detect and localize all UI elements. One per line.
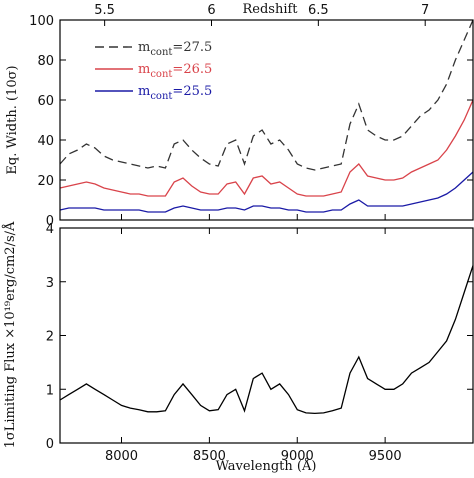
bottom-y-axis-title: 1σLimiting Flux ×10¹⁹erg/cm2/s/Å <box>2 221 18 448</box>
redshift-tick-label: 5.5 <box>94 3 115 18</box>
top-y-tick-label: 0 <box>46 214 54 229</box>
bottom-x-tick-label: 9500 <box>369 449 402 464</box>
legend: mcont=27.5 mcont=26.5 mcont=25.5 <box>95 40 212 102</box>
redshift-tick-label: 6.5 <box>308 3 329 18</box>
top-panel: 0 20 40 60 80 100 5.5 6 6.5 7 Redshift Eq. Width… <box>5 2 474 229</box>
bottom-y-tick-label: 4 <box>46 222 54 237</box>
bottom-y-tick-label: 2 <box>46 330 54 345</box>
bottom-panel: 0 1 2 3 4 8000 8500 9000 9500 Wavelength (Å) 1σ… <box>2 221 474 474</box>
bottom-x-tick-label: 9000 <box>281 449 314 464</box>
top-redshift-ticks: 5.5 6 6.5 7 <box>94 3 429 26</box>
series-line-1 <box>59 99 474 197</box>
top-y-axis-title: Eq. Width. (10σ) <box>5 65 20 174</box>
legend-entry: mcont=27.5 <box>138 40 212 58</box>
bottom-y-tick-label: 1 <box>46 383 54 398</box>
top-y-tick-label: 80 <box>37 54 54 69</box>
bottom-y-ticks: 0 1 2 3 4 <box>46 222 473 452</box>
top-x-ticks <box>121 214 386 220</box>
top-y-tick-label: 100 <box>29 14 54 29</box>
bottom-plot-frame <box>59 227 474 444</box>
flux-series-line <box>59 265 474 415</box>
top-y-tick-label: 60 <box>37 94 54 109</box>
legend-entry: mcont=25.5 <box>138 84 212 102</box>
top-axis-title: Redshift <box>242 2 298 17</box>
bottom-y-tick-label: 0 <box>46 437 54 452</box>
bottom-series-group <box>59 265 474 415</box>
legend-entry: mcont=26.5 <box>138 62 212 80</box>
top-plot-frame <box>59 19 474 221</box>
bottom-x-axis-title: Wavelength (Å) <box>216 458 317 474</box>
top-y-ticks: 0 20 40 60 80 100 <box>29 14 473 229</box>
top-y-tick-label: 40 <box>37 134 54 149</box>
series-line-2 <box>59 171 474 213</box>
top-series-group <box>59 19 474 213</box>
redshift-tick-label: 7 <box>421 3 429 18</box>
bottom-x-tick-label: 8500 <box>193 449 226 464</box>
redshift-tick-label: 6 <box>207 3 215 18</box>
bottom-y-tick-label: 3 <box>46 276 54 291</box>
bottom-x-ticks: 8000 8500 9000 9500 <box>105 228 402 464</box>
series-line-0 <box>59 19 474 171</box>
top-y-tick-label: 20 <box>37 174 54 189</box>
bottom-x-tick-label: 8000 <box>105 449 138 464</box>
